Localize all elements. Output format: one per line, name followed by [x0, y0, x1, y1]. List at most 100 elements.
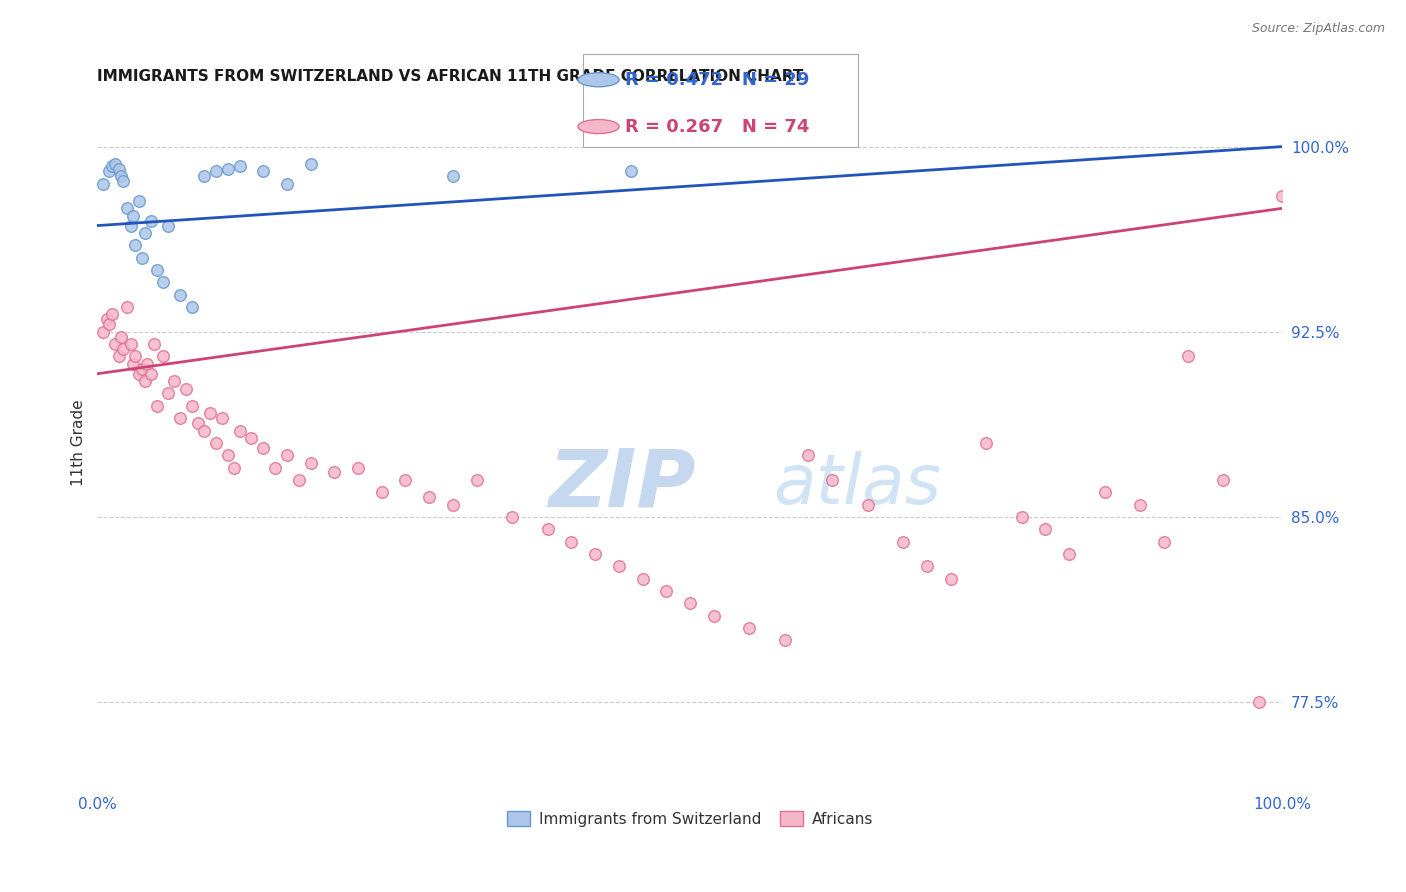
Point: [139, 367, 162, 381]
Point: [98, 318, 121, 332]
Point: [1271, 189, 1294, 203]
Point: [157, 386, 180, 401]
Text: Source: ZipAtlas.com: Source: ZipAtlas.com: [1251, 22, 1385, 36]
Point: [276, 448, 298, 462]
Point: [631, 572, 654, 586]
Point: [347, 460, 370, 475]
Point: [107, 350, 129, 364]
Point: [134, 226, 156, 240]
Point: [1094, 485, 1116, 500]
Point: [136, 357, 159, 371]
Point: [821, 473, 844, 487]
Point: [181, 300, 204, 314]
Point: [394, 473, 416, 487]
Point: [1011, 510, 1033, 524]
Point: [139, 213, 162, 227]
Point: [228, 424, 250, 438]
Point: [110, 329, 132, 343]
Point: [157, 219, 180, 233]
Text: ZIP: ZIP: [548, 445, 695, 524]
Point: [1177, 350, 1199, 364]
Point: [323, 466, 346, 480]
Point: [169, 287, 191, 301]
Circle shape: [578, 120, 619, 134]
Point: [100, 159, 122, 173]
Legend: Immigrants from Switzerland, Africans: Immigrants from Switzerland, Africans: [501, 805, 879, 833]
Point: [115, 300, 138, 314]
Point: [974, 435, 997, 450]
Point: [205, 164, 228, 178]
Point: [115, 202, 138, 216]
Point: [120, 219, 142, 233]
Point: [264, 460, 287, 475]
Point: [112, 174, 135, 188]
Point: [128, 367, 150, 381]
Point: [145, 399, 167, 413]
Point: [252, 164, 274, 178]
Point: [915, 559, 938, 574]
Point: [371, 485, 394, 500]
Point: [122, 209, 145, 223]
Point: [299, 456, 322, 470]
Point: [128, 194, 150, 208]
Y-axis label: 11th Grade: 11th Grade: [72, 400, 86, 486]
Point: [679, 596, 702, 610]
Point: [276, 177, 298, 191]
Point: [96, 312, 118, 326]
Point: [112, 342, 135, 356]
Point: [797, 448, 820, 462]
Point: [655, 584, 678, 599]
Point: [134, 374, 156, 388]
Point: [143, 337, 166, 351]
Point: [91, 325, 114, 339]
Point: [145, 263, 167, 277]
Point: [560, 534, 582, 549]
Point: [217, 448, 239, 462]
Point: [163, 374, 186, 388]
Point: [1057, 547, 1080, 561]
Point: [465, 473, 488, 487]
Point: [205, 435, 228, 450]
Point: [100, 308, 122, 322]
Point: [98, 164, 121, 178]
Point: [441, 169, 464, 184]
Point: [1035, 522, 1057, 536]
Point: [193, 169, 215, 184]
Point: [120, 337, 142, 351]
Point: [773, 633, 796, 648]
Point: [124, 350, 146, 364]
Point: [240, 431, 263, 445]
Point: [1247, 695, 1270, 709]
Point: [211, 411, 233, 425]
Point: [110, 169, 132, 184]
Point: [441, 498, 464, 512]
Point: [1153, 534, 1175, 549]
Point: [418, 490, 440, 504]
Point: [228, 159, 250, 173]
Point: [856, 498, 879, 512]
Point: [174, 382, 197, 396]
Point: [217, 161, 239, 176]
Point: [104, 157, 127, 171]
Point: [939, 572, 962, 586]
Point: [131, 361, 153, 376]
Point: [891, 534, 914, 549]
Point: [152, 276, 174, 290]
Point: [222, 460, 245, 475]
Point: [181, 399, 204, 413]
Point: [299, 157, 322, 171]
Text: R = 0.267   N = 74: R = 0.267 N = 74: [624, 118, 808, 136]
Text: R = 0.472   N = 29: R = 0.472 N = 29: [624, 71, 808, 89]
Point: [122, 357, 145, 371]
Point: [104, 337, 127, 351]
Point: [501, 510, 523, 524]
Point: [91, 177, 114, 191]
Point: [169, 411, 191, 425]
Point: [607, 559, 630, 574]
Point: [187, 416, 209, 430]
Text: IMMIGRANTS FROM SWITZERLAND VS AFRICAN 11TH GRADE CORRELATION CHART: IMMIGRANTS FROM SWITZERLAND VS AFRICAN 1…: [97, 69, 804, 84]
Text: atlas: atlas: [773, 450, 941, 518]
Point: [583, 547, 606, 561]
Point: [193, 424, 215, 438]
Point: [107, 161, 129, 176]
